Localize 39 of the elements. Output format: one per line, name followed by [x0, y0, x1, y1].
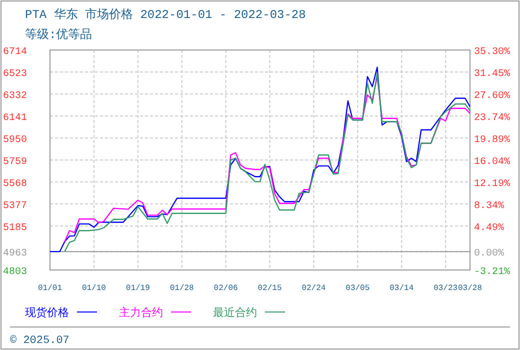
x-tick-label: 01/01	[38, 284, 62, 293]
y-tick-label: 6523	[3, 68, 28, 80]
y2-tick-label: 16.04%	[474, 157, 510, 168]
x-tick-label: 03/28	[458, 284, 482, 293]
legend-label: 主力合约	[119, 306, 163, 320]
y2-tick-label: 31.45%	[474, 68, 510, 80]
x-tick-label: 01/19	[126, 284, 150, 293]
y2-tick-label: 35.30%	[474, 47, 510, 58]
y-tick-label: 4963	[3, 248, 28, 260]
y-tick-label: 6141	[3, 112, 28, 124]
y-tick-label: 4803	[3, 267, 28, 278]
y2-tick-label: 8.34%	[474, 201, 504, 212]
y2-tick-label: 4.49%	[474, 223, 504, 234]
y2-tick-label: 0.00%	[474, 248, 504, 260]
y2-tick-label: 27.60%	[474, 90, 510, 102]
x-tick-label: 03/23	[434, 284, 458, 293]
y-tick-label: 5377	[3, 200, 28, 212]
text: © 2025.07	[10, 335, 70, 347]
x-tick-label: 02/24	[302, 284, 326, 293]
y-tick-label: 6332	[3, 90, 28, 102]
x-tick-label: 03/05	[346, 284, 370, 293]
legend-label: 最近合约	[213, 306, 257, 320]
y-tick-label: 5185	[3, 223, 28, 234]
x-tick-label: 01/28	[170, 284, 194, 293]
y-tick-label: 5759	[3, 156, 28, 168]
y-tick-label: 5950	[3, 134, 28, 146]
x-tick-label: 01/10	[82, 284, 106, 293]
y2-tick-label: 23.74%	[474, 113, 510, 124]
y-tick-label: 5568	[3, 178, 28, 190]
x-tick-label: 02/15	[258, 284, 282, 293]
y-tick-label: 6714	[3, 47, 28, 58]
legend-label: 现货价格	[25, 307, 69, 320]
chart-subtitle: 等级:优等品	[25, 28, 92, 42]
x-tick-label: 02/06	[214, 284, 238, 293]
y2-tick-label: 12.19%	[474, 179, 510, 190]
x-tick-label: 03/14	[390, 284, 414, 293]
y2-tick-label: -3.21%	[474, 267, 510, 278]
y2-tick-label: 19.89%	[474, 135, 510, 146]
chart-title: PTA 华东 市场价格 2022-01-01 - 2022-03-28	[25, 7, 306, 22]
